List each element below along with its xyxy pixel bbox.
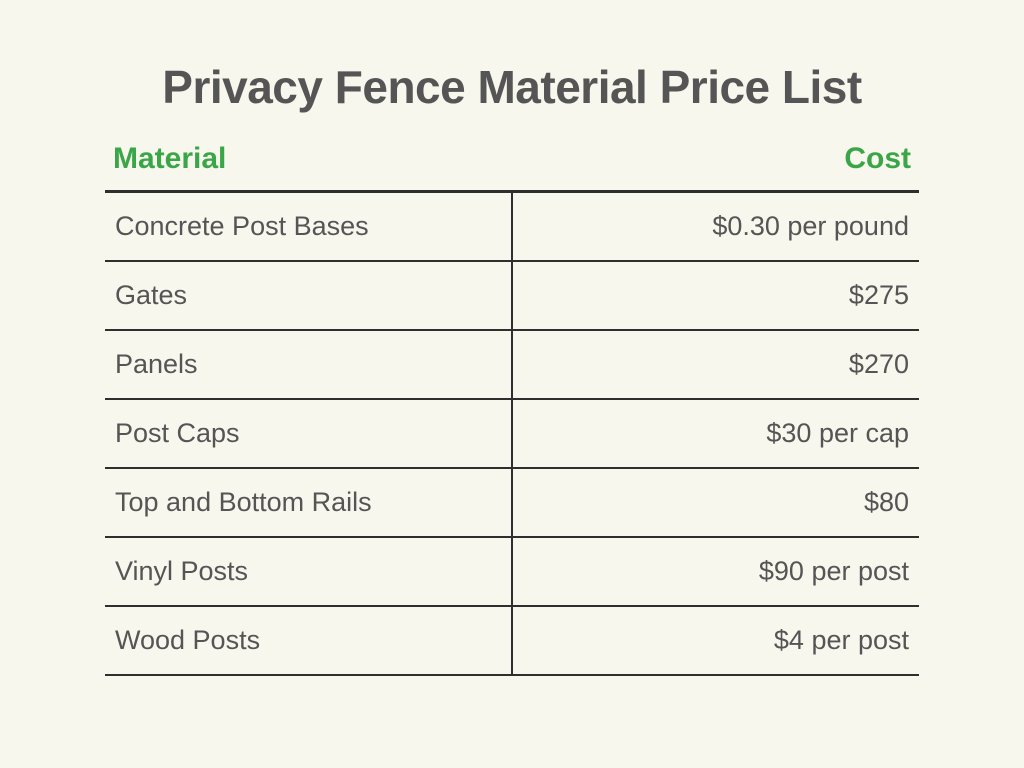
table-header-row: Material Cost xyxy=(105,136,919,192)
cell-material: Panels xyxy=(105,330,512,399)
cell-cost: $80 xyxy=(512,468,919,537)
table-row: Concrete Post Bases $0.30 per pound xyxy=(105,192,919,262)
table-row: Vinyl Posts $90 per post xyxy=(105,537,919,606)
table-row: Panels $270 xyxy=(105,330,919,399)
column-header-cost: Cost xyxy=(512,136,919,192)
table-row: Post Caps $30 per cap xyxy=(105,399,919,468)
price-table: Material Cost Concrete Post Bases $0.30 … xyxy=(105,136,919,676)
table-row: Gates $275 xyxy=(105,261,919,330)
cell-cost: $270 xyxy=(512,330,919,399)
table-row: Wood Posts $4 per post xyxy=(105,606,919,675)
column-header-material: Material xyxy=(105,136,512,192)
cell-material: Post Caps xyxy=(105,399,512,468)
cell-material: Top and Bottom Rails xyxy=(105,468,512,537)
cell-material: Concrete Post Bases xyxy=(105,192,512,262)
cell-material: Gates xyxy=(105,261,512,330)
cell-cost: $30 per cap xyxy=(512,399,919,468)
cell-cost: $0.30 per pound xyxy=(512,192,919,262)
cell-material: Wood Posts xyxy=(105,606,512,675)
page-container: Privacy Fence Material Price List Materi… xyxy=(0,0,1024,768)
cell-material: Vinyl Posts xyxy=(105,537,512,606)
cell-cost: $275 xyxy=(512,261,919,330)
page-title: Privacy Fence Material Price List xyxy=(105,60,919,114)
table-row: Top and Bottom Rails $80 xyxy=(105,468,919,537)
cell-cost: $90 per post xyxy=(512,537,919,606)
cell-cost: $4 per post xyxy=(512,606,919,675)
